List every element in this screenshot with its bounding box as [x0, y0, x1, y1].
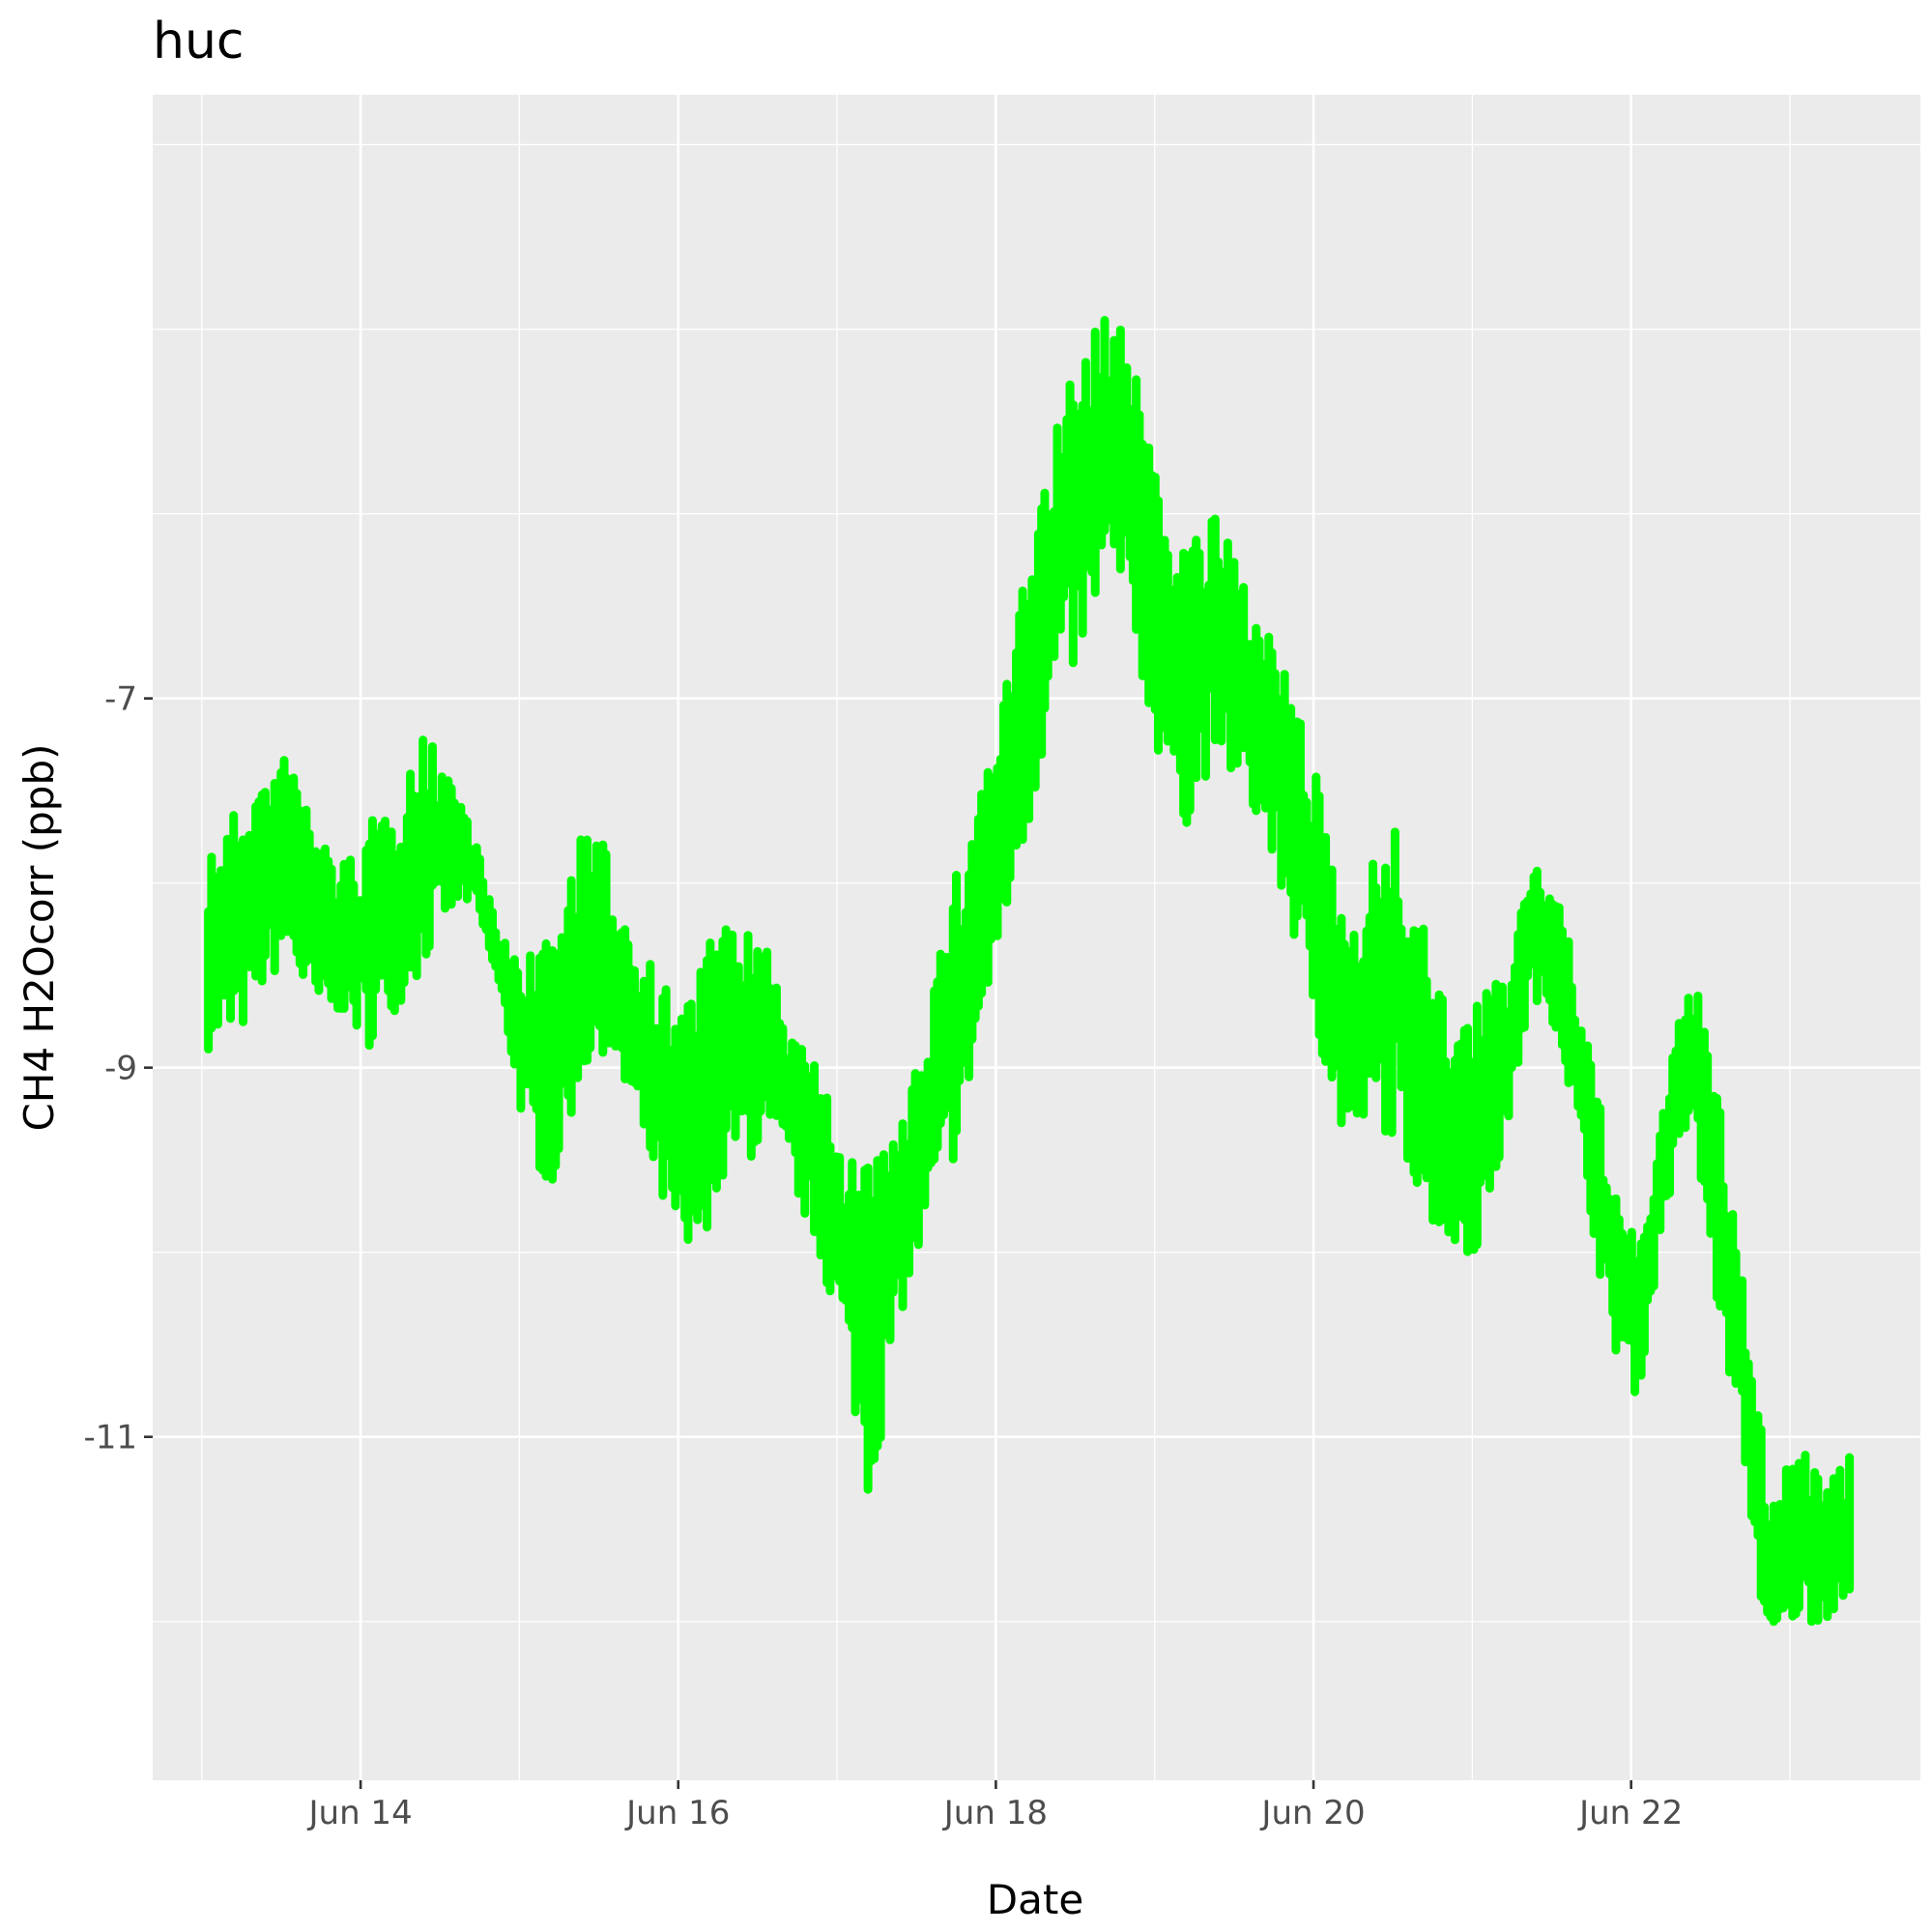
x-tick-label: Jun 18	[942, 1794, 1048, 1832]
x-axis-title: Date	[987, 1876, 1083, 1923]
x-tick-label: Jun 20	[1259, 1794, 1365, 1832]
y-tick-label: -9	[104, 1050, 137, 1088]
y-tick-label: -7	[104, 680, 137, 719]
data-points	[204, 315, 1855, 1627]
x-tick-label: Jun 16	[624, 1794, 730, 1832]
y-axis-title: CH4 H2Ocorr (ppb)	[15, 743, 63, 1131]
plot-panel	[153, 95, 1920, 1780]
x-tick-label: Jun 22	[1577, 1794, 1683, 1832]
x-tick-label: Jun 14	[307, 1794, 413, 1832]
axes: Jun 14 Jun 16 Jun 18 Jun 20 Jun 22 -7 -9 -11	[83, 680, 1683, 1832]
y-tick-label: -11	[83, 1419, 137, 1457]
chart-title: huc	[153, 13, 245, 71]
